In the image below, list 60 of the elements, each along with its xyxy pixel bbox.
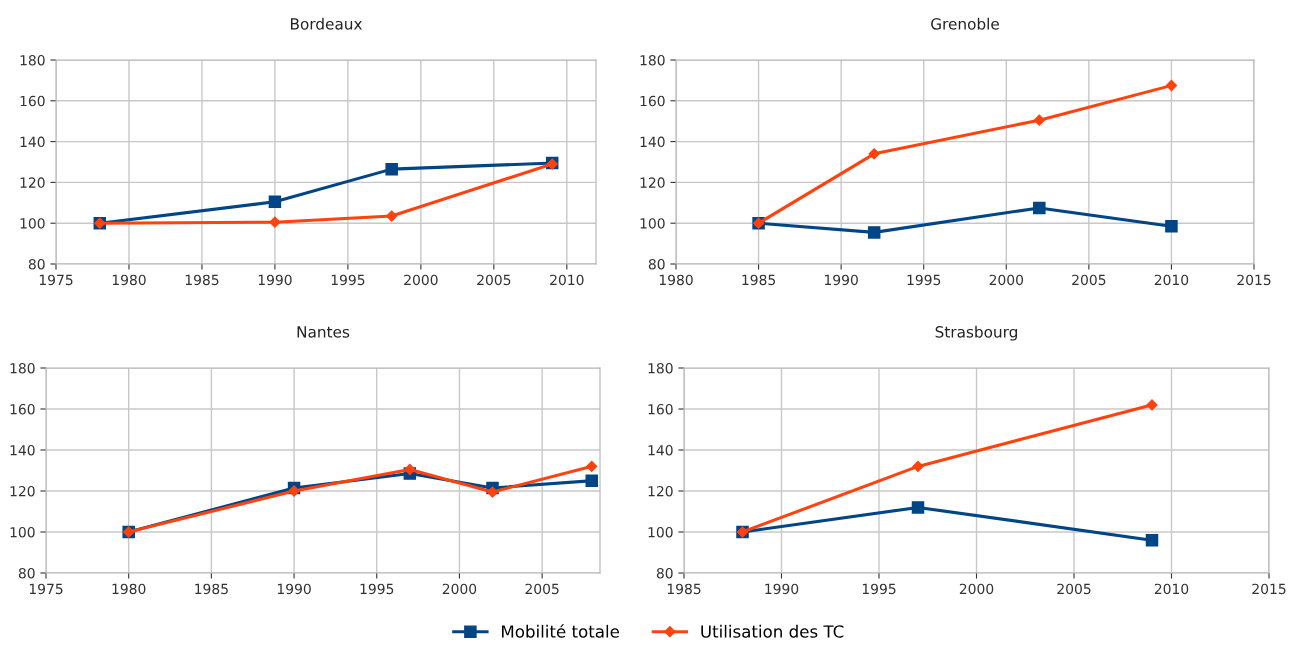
y-tick-label: 140	[648, 444, 673, 456]
x-tick-label: 2005	[1057, 583, 1091, 595]
y-tick-label: 120	[10, 485, 35, 497]
y-tick-label: 180	[20, 54, 45, 66]
x-tick-label: 2015	[1237, 274, 1271, 286]
y-tick-label: 80	[18, 567, 35, 579]
y-tick-label: 160	[10, 403, 35, 415]
legend-label: Utilisation des TC	[701, 624, 844, 638]
x-tick-label: 2005	[1072, 274, 1106, 286]
x-tick-label: 1985	[185, 274, 219, 286]
chart-title: Strasbourg	[935, 325, 1017, 341]
y-tick-label: 80	[28, 258, 45, 270]
y-tick-label: 120	[20, 177, 45, 188]
y-tick-label: 180	[640, 54, 665, 66]
x-tick-label: 1985	[742, 274, 776, 286]
x-tick-label: 1995	[907, 274, 941, 286]
y-tick-label: 100	[640, 218, 665, 229]
x-tick-label: 2000	[989, 274, 1024, 286]
y-tick-label: 100	[20, 218, 45, 229]
y-tick-label: 140	[10, 444, 35, 456]
x-tick-label: 1990	[824, 274, 858, 286]
x-tick-label: 1990	[277, 583, 311, 595]
x-tick-label: 1990	[258, 274, 292, 286]
y-tick-label: 180	[10, 362, 35, 374]
x-tick-label: 1995	[360, 583, 394, 595]
x-tick-label: 1980	[112, 274, 146, 286]
y-tick-label: 160	[640, 95, 665, 107]
x-tick-label: 2010	[550, 274, 584, 286]
chart-title: Nantes	[297, 326, 350, 338]
x-tick-label: 1995	[862, 583, 896, 595]
x-tick-label: 2000	[442, 583, 477, 595]
x-tick-label: 1980	[659, 274, 693, 286]
x-tick-label: 1980	[112, 583, 146, 595]
y-tick-label: 140	[20, 136, 45, 148]
y-tick-label: 120	[648, 485, 673, 497]
x-tick-label: 2000	[404, 274, 438, 286]
legend-label: Mobilité totale	[502, 624, 619, 638]
x-tick-label: 1995	[331, 274, 365, 286]
y-tick-label: 120	[640, 177, 665, 188]
y-tick-label: 160	[20, 95, 45, 107]
x-tick-label: 1975	[29, 583, 63, 595]
chart-title: Grenoble	[931, 17, 999, 30]
x-tick-label: 1985	[195, 583, 228, 595]
y-tick-label: 80	[656, 567, 673, 579]
x-tick-label: 2005	[477, 274, 511, 286]
y-tick-label: 160	[648, 403, 673, 415]
x-tick-label: 2015	[1252, 583, 1286, 595]
x-tick-label: 2000	[959, 583, 994, 595]
x-tick-label: 2005	[525, 583, 559, 595]
x-tick-label: 1985	[667, 583, 701, 595]
chart-title: Bordeaux	[290, 17, 363, 30]
x-tick-label: 1975	[39, 274, 73, 286]
x-tick-label: 1990	[765, 583, 799, 595]
y-tick-label: 80	[648, 258, 665, 270]
y-tick-label: 140	[640, 136, 665, 148]
x-tick-label: 2010	[1154, 583, 1189, 595]
y-tick-label: 180	[648, 362, 673, 374]
y-tick-label: 100	[648, 526, 673, 538]
y-tick-label: 100	[10, 526, 35, 538]
x-tick-label: 2010	[1154, 274, 1189, 286]
